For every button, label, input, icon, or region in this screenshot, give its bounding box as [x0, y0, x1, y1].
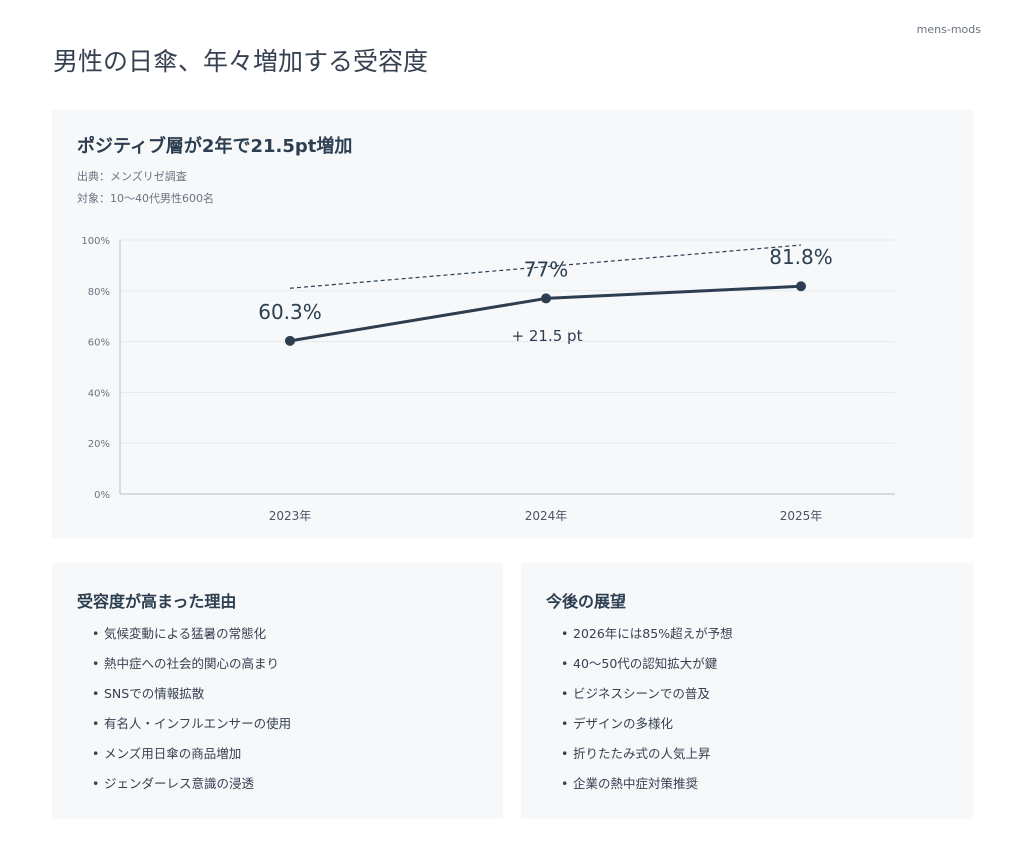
- bullet-icon: •: [92, 746, 100, 761]
- x-tick-label: 2025年: [780, 509, 823, 523]
- y-tick-label: 20%: [88, 439, 110, 450]
- reasons-item: • 気候変動による猛暑の常態化: [92, 625, 291, 655]
- page-title: 男性の日傘、年々増加する受容度: [53, 47, 429, 76]
- chart-labels: 60.3% 77% 81.8%: [258, 245, 833, 324]
- y-tick-label: 0%: [94, 490, 110, 501]
- chart-heading: ポジティブ層が2年で21.5pt増加: [77, 136, 353, 157]
- list-item-text: 2026年には85%超えが予想: [573, 626, 733, 641]
- bullet-icon: •: [561, 716, 569, 731]
- outlook-title: 今後の展望: [546, 592, 627, 611]
- outlook-list: • 2026年には85%超えが予想 • 40〜50代の認知拡大が鍵 • ビジネスシーンでの…: [561, 625, 733, 805]
- data-label: 77%: [524, 257, 568, 281]
- data-label: 60.3%: [258, 300, 322, 324]
- outlook-item: • 2026年には85%超えが予想: [561, 625, 733, 655]
- trendline: [289, 244, 802, 289]
- x-tick-label: 2023年: [269, 509, 312, 523]
- y-tick-label: 80%: [88, 287, 110, 298]
- reasons-item: • SNSでの情報拡散: [92, 685, 291, 715]
- bullet-icon: •: [561, 686, 569, 701]
- reasons-item: • 熱中症への社会的関心の高まり: [92, 655, 291, 685]
- bullet-icon: •: [92, 626, 100, 641]
- reasons-list: • 気候変動による猛暑の常態化 • 熱中症への社会的関心の高まり • SNSでの情報拡散 •…: [92, 625, 291, 805]
- chart-axes: 0% 20% 40% 60% 80% 100% 2023年 2024年 2025年: [81, 236, 895, 523]
- reasons-item: • メンズ用日傘の商品増加: [92, 745, 291, 775]
- list-item-text: ビジネスシーンでの普及: [573, 686, 710, 701]
- outlook-item: • 40〜50代の認知拡大が鍵: [561, 655, 733, 685]
- chart-panel: ポジティブ層が2年で21.5pt増加 出典：メンズリゼ調査 対象：10〜40代男…: [52, 110, 973, 538]
- reasons-item: • 有名人・インフルエンサーの使用: [92, 715, 291, 745]
- y-tick-label: 40%: [88, 388, 110, 399]
- bullet-icon: •: [92, 716, 100, 731]
- bullet-icon: •: [561, 656, 569, 671]
- line-chart: 0% 20% 40% 60% 80% 100% 2023年 2024年 2025年 60.3% 7…: [81, 236, 895, 523]
- data-point: [541, 293, 551, 304]
- data-point: [285, 335, 295, 346]
- change-annotation: + 21.5 pt: [512, 327, 583, 345]
- chart-trendline: [289, 244, 802, 289]
- y-tick-label: 60%: [88, 338, 110, 349]
- outlook-item: • 折りたたみ式の人気上昇: [561, 745, 733, 775]
- bullet-icon: •: [561, 746, 569, 761]
- brand-label: mens-mods: [916, 23, 981, 36]
- bullet-icon: •: [92, 776, 100, 791]
- chart-series: [285, 281, 806, 346]
- outlook-item: • デザインの多様化: [561, 715, 733, 745]
- chart-grid: [120, 239, 895, 444]
- list-item-text: 企業の熱中症対策推奨: [573, 776, 699, 791]
- list-item-text: 気候変動による猛暑の常態化: [104, 626, 267, 641]
- data-point: [796, 281, 806, 292]
- bullet-icon: •: [92, 686, 100, 701]
- y-tick-label: 100%: [81, 236, 110, 247]
- list-item-text: 有名人・インフルエンサーの使用: [104, 716, 292, 731]
- chart-target: 対象：10〜40代男性600名: [77, 192, 214, 205]
- x-tick-label: 2024年: [525, 509, 568, 523]
- list-item-text: 熱中症への社会的関心の高まり: [104, 656, 280, 671]
- outlook-item: • 企業の熱中症対策推奨: [561, 775, 733, 805]
- reasons-item: • ジェンダーレス意識の浸透: [92, 775, 291, 805]
- list-item-text: デザインの多様化: [573, 716, 674, 731]
- outlook-card: 今後の展望 • 2026年には85%超えが予想 • 40〜50代の認知拡大が鍵 • ビジネ…: [521, 563, 973, 819]
- list-item-text: ジェンダーレス意識の浸透: [104, 776, 255, 791]
- chart-source: 出典：メンズリゼ調査: [77, 170, 187, 183]
- bullet-icon: •: [561, 626, 569, 641]
- bullet-icon: •: [92, 656, 100, 671]
- list-item-text: 40〜50代の認知拡大が鍵: [573, 656, 718, 671]
- outlook-item: • ビジネスシーンでの普及: [561, 685, 733, 715]
- reasons-title: 受容度が高まった理由: [77, 592, 237, 611]
- list-item-text: メンズ用日傘の商品増加: [104, 746, 242, 761]
- bullet-icon: •: [561, 776, 569, 791]
- list-item-text: 折りたたみ式の人気上昇: [573, 746, 711, 761]
- list-item-text: SNSでの情報拡散: [104, 686, 205, 701]
- reasons-card: 受容度が高まった理由 • 気候変動による猛暑の常態化 • 熱中症への社会的関心の高まり…: [52, 563, 503, 819]
- data-label: 81.8%: [769, 245, 833, 269]
